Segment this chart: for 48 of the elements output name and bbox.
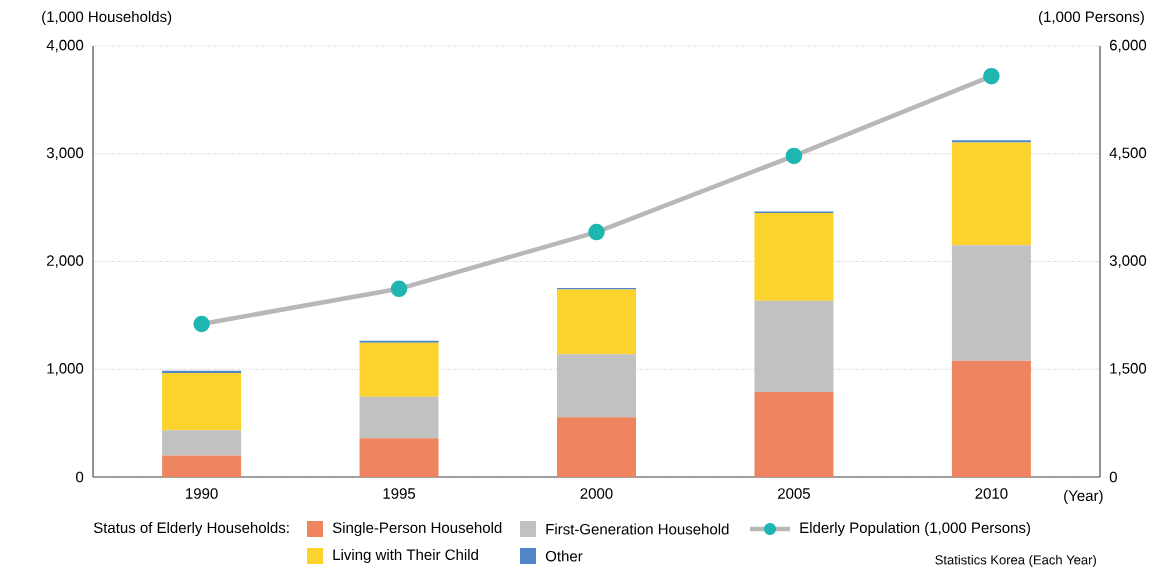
- y2-tick-label: 1,500: [1110, 363, 1147, 376]
- legend-label: Single-Person Household: [332, 522, 502, 536]
- y2-tick-label: 3,000: [1109, 255, 1147, 268]
- bar: [754, 300, 834, 392]
- legend-label: Living with Their Child: [333, 549, 478, 563]
- point: [588, 223, 605, 241]
- bar: [951, 140, 1031, 143]
- y2-tick-label: 6,000: [1109, 39, 1147, 53]
- bar: [951, 245, 1031, 361]
- legend-label: Other: [545, 550, 583, 562]
- point: [390, 280, 408, 298]
- bar: [754, 213, 834, 301]
- x-tick-label: 2000: [580, 488, 613, 499]
- point: [785, 147, 803, 165]
- bar: [557, 289, 636, 355]
- point: [983, 67, 1000, 85]
- x-tick-label: 2005: [778, 488, 810, 499]
- bar: [359, 438, 439, 477]
- bar: [951, 360, 1031, 477]
- y-axis-title: (1,000 Households): [42, 11, 172, 25]
- legend-label: Elderly Population (1,000 Persons): [800, 522, 1031, 536]
- y2-tick-label: 0: [1109, 471, 1117, 483]
- bar: [162, 373, 242, 431]
- y-tick-label: 3,000: [46, 147, 84, 160]
- y-tick-label: 2,000: [47, 255, 84, 268]
- y-tick-label: 0: [76, 471, 84, 483]
- y2-axis-title: (1,000 Persons): [1039, 11, 1144, 25]
- bar: [359, 342, 439, 397]
- bar: [557, 354, 636, 418]
- bar: [557, 417, 636, 477]
- bar: [359, 396, 439, 439]
- bar: [951, 142, 1031, 246]
- y-tick-label: 1,000: [47, 363, 84, 376]
- x-tick-label: 1995: [383, 488, 416, 499]
- y2-tick-label: 4,500: [1109, 147, 1147, 160]
- bar: [162, 430, 242, 456]
- x-tick-label: 2010: [975, 488, 1008, 499]
- x-axis-title: (Year): [1064, 490, 1103, 504]
- text: Statistics Korea (Each Year): [935, 554, 1096, 568]
- x-tick-label: 1990: [186, 488, 218, 499]
- bar: [359, 340, 439, 343]
- bar: [162, 455, 242, 477]
- bar: [162, 370, 242, 374]
- legend-label: First-Generation Household: [546, 523, 729, 535]
- point: [193, 315, 210, 333]
- bar: [754, 391, 834, 477]
- y-tick-label: 4,000: [46, 39, 84, 53]
- legend-title: Status of Elderly Households:: [93, 522, 289, 536]
